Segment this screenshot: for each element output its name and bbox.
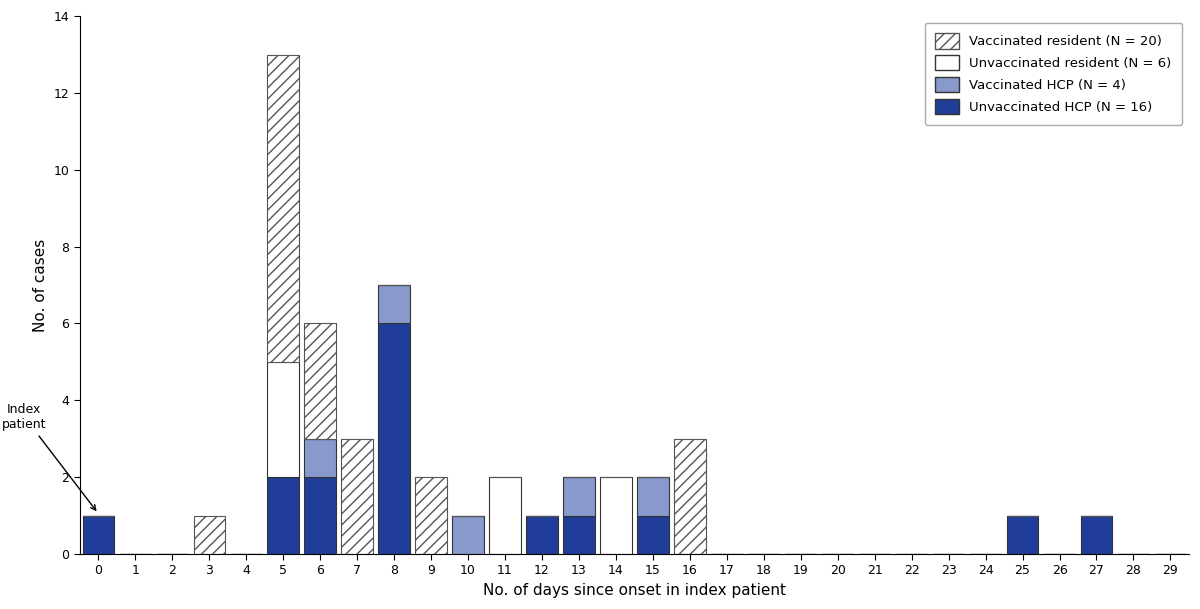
X-axis label: No. of days since onset in index patient: No. of days since onset in index patient [482, 583, 786, 598]
Text: Index
patient: Index patient [2, 403, 96, 510]
Bar [1081, 515, 1112, 554]
Y-axis label: No. of cases: No. of cases [34, 238, 48, 332]
Bar [637, 515, 668, 554]
Bar [305, 477, 336, 554]
Bar [600, 477, 631, 554]
Bar [674, 438, 706, 554]
Bar [490, 477, 521, 554]
Legend: Vaccinated resident (N = 20), Unvaccinated resident (N = 6), Vaccinated HCP (N =: Vaccinated resident (N = 20), Unvaccinat… [925, 23, 1182, 125]
Bar [268, 477, 299, 554]
Bar [452, 515, 484, 554]
Bar [415, 477, 446, 554]
Bar [305, 323, 336, 438]
Bar [563, 515, 595, 554]
Bar [378, 285, 409, 323]
Bar [527, 515, 558, 554]
Bar [378, 323, 409, 554]
Bar [193, 515, 224, 554]
Bar [83, 515, 114, 554]
Bar [563, 477, 595, 515]
Bar [637, 477, 668, 515]
Bar [305, 438, 336, 477]
Bar [342, 438, 373, 554]
Bar [268, 55, 299, 362]
Bar [1007, 515, 1038, 554]
Bar [268, 362, 299, 477]
